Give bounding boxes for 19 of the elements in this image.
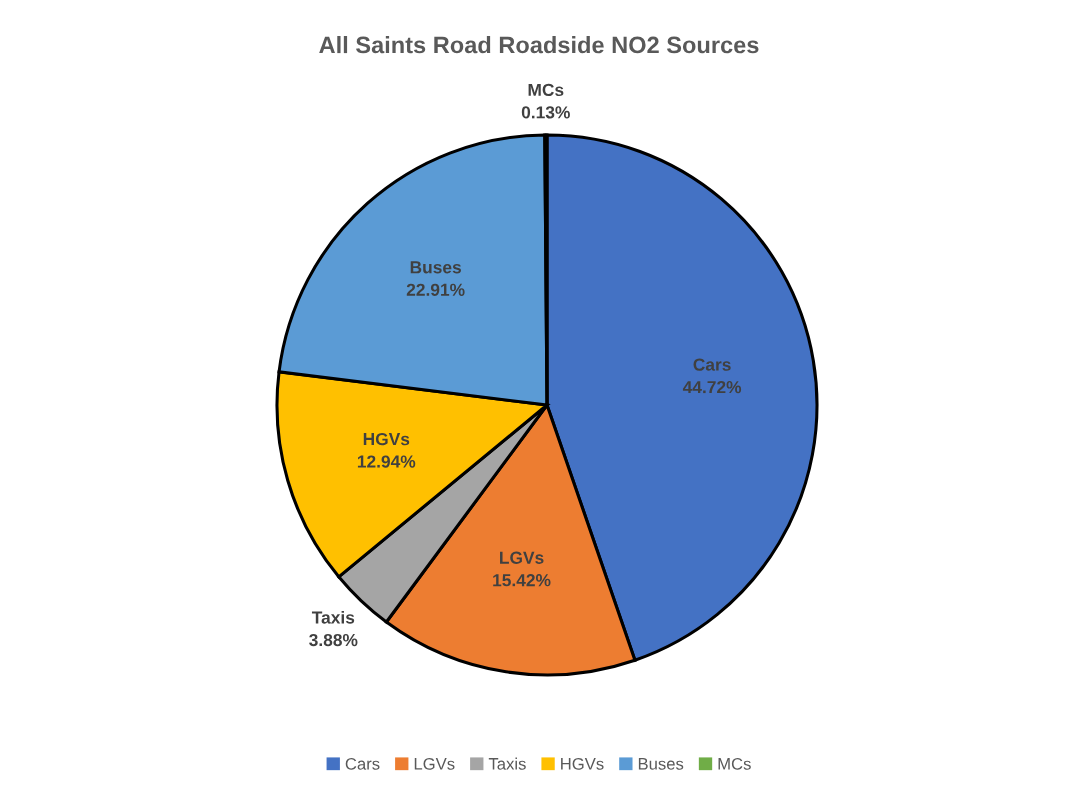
slice-label: Buses: [410, 261, 461, 274]
slice-label: LGVs: [500, 551, 544, 564]
data-label: 12.94%: [357, 455, 416, 468]
slice-label: HGVs: [363, 432, 410, 446]
legend-label: LGVs: [414, 757, 455, 770]
legend-label: MCs: [718, 757, 751, 770]
chart-title: All Saints Road Roadside NO2 Sources: [319, 36, 759, 54]
data-label: 0.13%: [521, 106, 570, 119]
legend-label: Cars: [345, 757, 380, 770]
data-label: 44.72%: [682, 380, 742, 394]
data-label: 22.91%: [406, 283, 465, 296]
data-label: 15.42%: [493, 574, 551, 587]
data-label: 3.88%: [309, 633, 358, 647]
legend-label: Buses: [638, 758, 684, 770]
slice-label: Cars: [693, 358, 731, 371]
slice-label: MCs: [528, 83, 564, 97]
legend-label: HGVs: [561, 757, 604, 770]
slice-label: Taxis: [311, 610, 355, 624]
legend-label: Taxis: [488, 757, 526, 770]
